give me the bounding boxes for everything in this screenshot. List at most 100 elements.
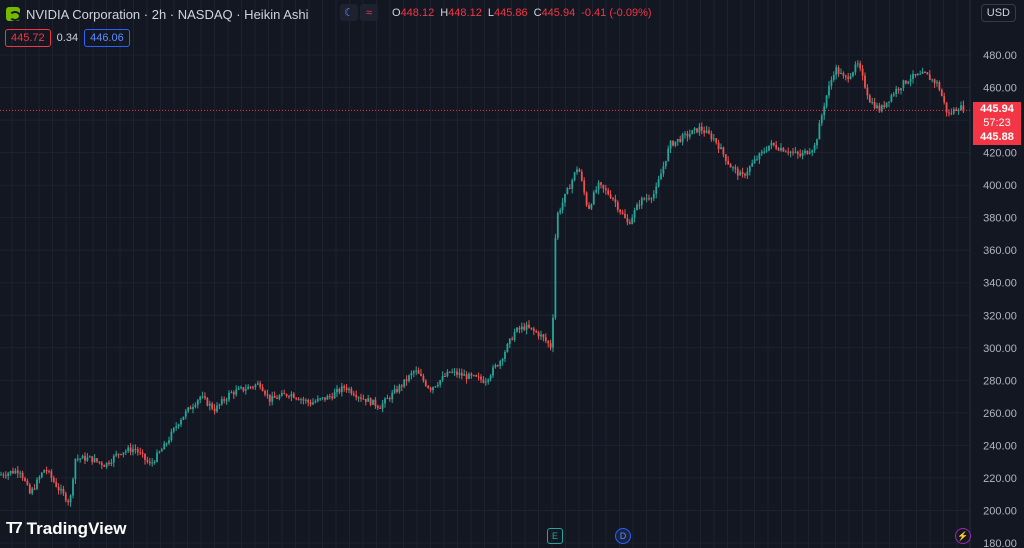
symbol-header[interactable]: NVIDIA Corporation · 2h · NASDAQ · Heiki…	[6, 5, 309, 23]
low-label: L	[487, 7, 494, 19]
candle-body	[835, 67, 838, 76]
candle-body	[396, 389, 398, 392]
candle-body	[664, 160, 667, 167]
candle-body	[691, 130, 694, 135]
candle-body	[307, 399, 310, 403]
high-value: 448.12	[448, 7, 482, 19]
candle-body	[516, 327, 518, 332]
candle-body	[218, 404, 221, 406]
symbol-title[interactable]: NVIDIA Corporation · 2h · NASDAQ · Heiki…	[26, 6, 309, 22]
candle-body	[324, 397, 326, 400]
candle-body	[328, 395, 331, 397]
candle-body	[384, 398, 386, 404]
candle-body	[768, 145, 770, 151]
candle-body	[499, 361, 502, 367]
tradingview-logo[interactable]: T7 TradingView	[6, 519, 127, 539]
candle-body	[580, 171, 583, 181]
candle-body	[712, 138, 715, 140]
candle-body	[139, 452, 142, 454]
candle-body	[852, 72, 854, 77]
candle-body	[312, 402, 314, 405]
sell-button[interactable]: 445.72	[5, 29, 51, 47]
candle-body	[55, 481, 58, 487]
dividend-marker[interactable]: D	[615, 528, 631, 544]
high-label: H	[440, 7, 449, 19]
candle-body	[924, 71, 926, 73]
candle-body	[448, 371, 451, 373]
candle-body	[434, 386, 437, 388]
candle-body	[338, 389, 341, 393]
candle-body	[446, 371, 449, 377]
candle-body	[360, 397, 362, 399]
candle-body	[501, 358, 504, 362]
open-label: O	[392, 7, 401, 19]
candle-body	[148, 461, 151, 464]
candle-body	[780, 147, 782, 151]
candle-body	[727, 160, 730, 165]
session-icon[interactable]: ☾	[340, 4, 358, 21]
candle-body	[336, 389, 338, 393]
candle-body	[528, 324, 530, 328]
candle-body	[926, 72, 929, 75]
candle-body	[57, 486, 60, 491]
candle-body	[576, 169, 578, 173]
spread-value: 0.34	[56, 32, 79, 44]
candle-body	[343, 386, 346, 388]
candle-body	[285, 394, 288, 397]
candle-body	[405, 379, 408, 381]
candle-body	[232, 392, 235, 395]
candle-body	[357, 397, 360, 399]
candle-body	[31, 488, 34, 494]
market-status-icon[interactable]: ≈	[360, 4, 378, 21]
candle-body	[652, 194, 655, 199]
candle-body	[364, 398, 367, 402]
candle-body	[187, 407, 190, 412]
bolt-icon[interactable]: ⚡	[955, 528, 971, 544]
candle-body	[936, 82, 938, 84]
candle-body	[170, 431, 173, 441]
candle-body	[266, 394, 269, 396]
candle-body	[960, 105, 962, 111]
candle-body	[300, 399, 302, 401]
candle-body	[410, 373, 413, 376]
candle-body	[177, 424, 180, 427]
candle-body	[28, 484, 31, 494]
candle-body	[621, 212, 624, 214]
candle-body	[321, 397, 324, 399]
currency-selector[interactable]: USD	[980, 4, 1016, 22]
price-axis-tick-label: 380.00	[983, 213, 1017, 225]
candle-body	[422, 375, 425, 381]
candle-body	[650, 198, 653, 200]
candle-body	[940, 89, 943, 97]
candle-body	[472, 375, 475, 377]
buy-button[interactable]: 446.06	[84, 29, 130, 47]
candle-body	[48, 471, 50, 473]
candle-body	[124, 451, 127, 453]
candle-body	[340, 386, 343, 393]
candle-body	[280, 393, 283, 396]
candle-body	[141, 452, 144, 454]
candle-body	[420, 373, 422, 376]
candle-body	[50, 471, 53, 478]
candle-body	[532, 328, 535, 331]
candle-body	[132, 449, 134, 453]
candle-body	[638, 204, 641, 206]
candle-body	[21, 472, 24, 479]
candle-body	[362, 398, 365, 400]
candle-body	[868, 95, 871, 103]
candle-body	[945, 102, 948, 113]
candle-body	[122, 452, 125, 455]
earnings-marker[interactable]: E	[547, 528, 563, 544]
candle-body	[578, 169, 581, 172]
tradingview-icon: T7	[6, 520, 23, 537]
candle-body	[765, 150, 768, 152]
candle-body	[204, 396, 206, 399]
candle-body	[211, 403, 214, 409]
candle-body	[657, 179, 660, 187]
candle-body	[458, 372, 461, 375]
candle-body	[100, 462, 103, 466]
candle-body	[859, 63, 862, 69]
candle-body	[933, 79, 936, 84]
candle-body	[408, 375, 410, 381]
